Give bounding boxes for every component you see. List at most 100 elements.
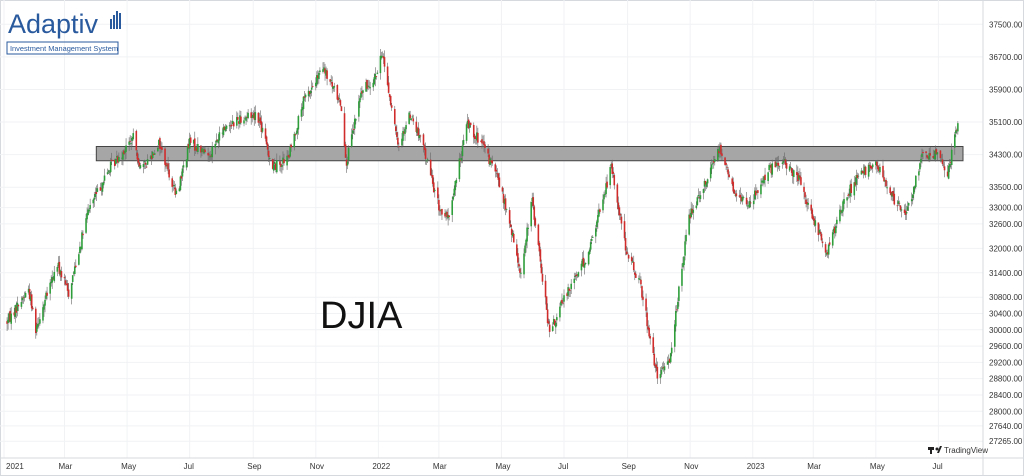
candle <box>810 199 813 214</box>
candle <box>907 202 910 211</box>
watermark-text: TradingView <box>944 446 988 455</box>
candle <box>166 162 168 172</box>
candle <box>160 141 162 154</box>
candle <box>245 115 247 125</box>
candle <box>228 122 231 132</box>
candle <box>857 173 860 179</box>
candle <box>524 243 526 257</box>
candle <box>80 246 82 253</box>
candle <box>943 161 946 178</box>
candle <box>286 149 288 170</box>
candle <box>239 110 241 128</box>
candle <box>835 223 837 237</box>
candle <box>649 333 651 345</box>
candle <box>697 188 700 199</box>
candle <box>762 176 764 187</box>
candle <box>612 167 615 178</box>
candle <box>424 142 427 165</box>
candle <box>231 114 234 125</box>
candle <box>14 304 17 323</box>
candle <box>576 274 579 279</box>
candle <box>340 105 343 112</box>
candle <box>307 86 310 102</box>
candle <box>545 296 548 310</box>
candle <box>741 194 744 205</box>
candle <box>791 168 794 184</box>
candle <box>216 139 219 143</box>
candle <box>568 287 570 298</box>
candle <box>380 51 383 60</box>
candle <box>252 110 255 119</box>
price-axis: 37500.00 36700.00 35900.00 35100.00 34300.00… <box>982 0 1023 476</box>
candle <box>469 122 472 128</box>
candle <box>836 216 838 228</box>
candle <box>682 256 684 269</box>
candle <box>727 166 729 180</box>
candle <box>510 224 513 243</box>
y-tick-label: 28000.00 <box>989 407 1023 416</box>
candle <box>324 63 326 81</box>
candle <box>616 182 619 210</box>
y-tick-label: 32600.00 <box>989 220 1023 229</box>
candle <box>630 252 633 265</box>
candle <box>673 319 676 353</box>
candle <box>875 160 877 170</box>
candle <box>224 124 227 133</box>
candle <box>898 200 901 207</box>
candle <box>660 366 663 378</box>
candle <box>232 121 235 130</box>
candle <box>214 141 217 155</box>
candle <box>940 154 943 163</box>
y-tick-label: 35900.00 <box>989 85 1023 94</box>
candle <box>290 143 292 152</box>
tradingview-logo-icon <box>928 446 942 454</box>
candle <box>179 175 182 192</box>
candle <box>16 296 19 317</box>
candle <box>840 206 842 215</box>
candle <box>777 155 780 170</box>
candle <box>502 188 505 209</box>
candle <box>315 77 317 91</box>
candle <box>261 122 264 134</box>
y-tick-label: 30000.00 <box>989 326 1023 335</box>
candle <box>372 79 375 92</box>
candle <box>73 262 76 277</box>
candle <box>101 182 104 196</box>
candle <box>718 144 720 158</box>
y-tick-label: 30400.00 <box>989 310 1023 319</box>
candle <box>821 238 824 248</box>
candle <box>819 229 822 237</box>
logo-bars-icon <box>110 11 121 29</box>
candle <box>331 76 334 94</box>
candle <box>408 110 410 125</box>
candle <box>182 160 185 173</box>
candle <box>947 162 950 180</box>
candle <box>570 279 572 295</box>
candle <box>668 357 671 363</box>
candle <box>396 124 398 140</box>
candle <box>309 89 312 99</box>
candle <box>100 182 103 196</box>
candle <box>611 159 614 179</box>
candle <box>484 141 486 154</box>
candle <box>453 185 456 198</box>
candle <box>864 165 867 178</box>
y-tick-label: 30800.00 <box>989 293 1023 302</box>
candle <box>912 186 915 201</box>
candle <box>236 111 238 129</box>
candle <box>878 164 880 174</box>
candle <box>675 305 677 332</box>
x-tick-label: May <box>495 462 510 471</box>
candle <box>367 79 369 91</box>
candle <box>230 120 233 129</box>
candle <box>735 189 738 202</box>
candle <box>300 103 303 121</box>
candle <box>273 158 276 170</box>
candle <box>839 204 841 224</box>
candle <box>501 186 504 194</box>
candle <box>776 156 779 172</box>
candle <box>31 305 34 311</box>
candle <box>939 149 942 163</box>
candle <box>781 159 784 169</box>
candle <box>353 114 356 135</box>
